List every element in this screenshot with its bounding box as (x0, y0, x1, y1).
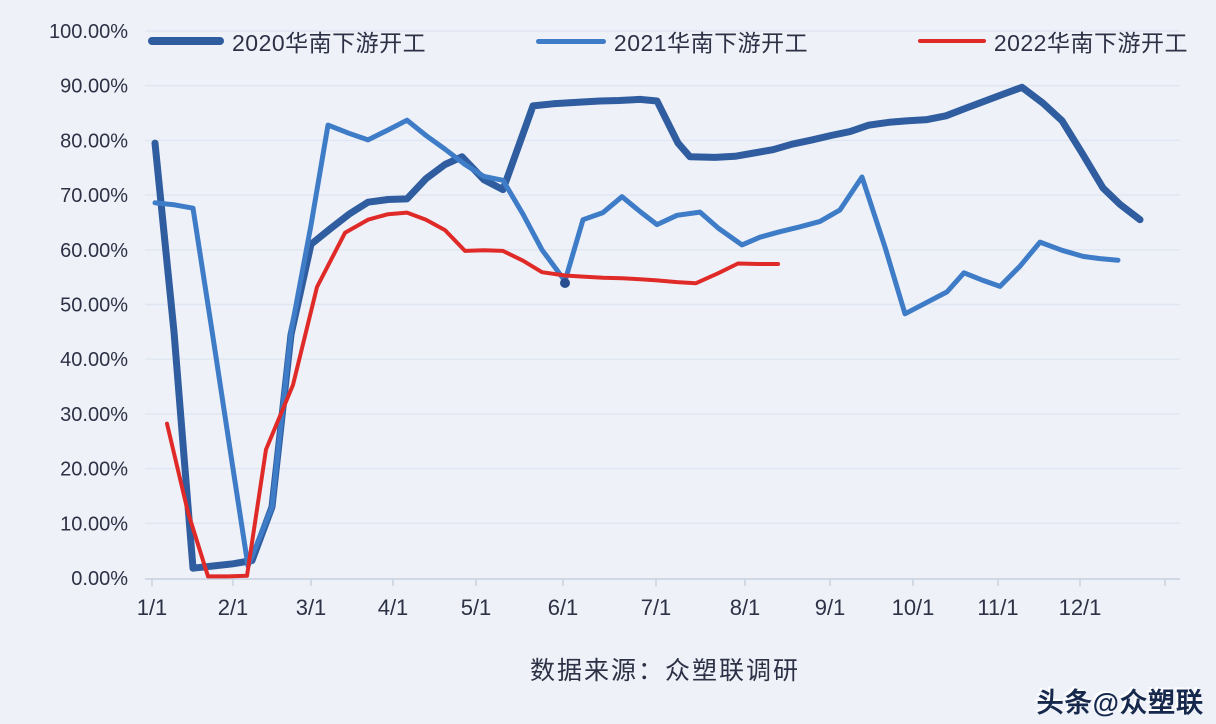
legend-item-2020: 2020华南下游开工 (148, 24, 426, 58)
x-tick-label: 12/1 (1059, 595, 1102, 620)
y-tick-label: 60.00% (60, 240, 128, 262)
y-tick-label: 70.00% (60, 185, 128, 207)
legend-swatch-2020-icon (148, 37, 224, 45)
y-tick-label: 100.00% (49, 21, 128, 43)
legend-item-2022: 2022华南下游开工 (917, 24, 1188, 58)
x-tick-label: 2/1 (218, 595, 249, 620)
y-tick-label: 10.00% (60, 513, 128, 535)
y-tick-label: 0.00% (71, 568, 128, 590)
y-tick-label: 40.00% (60, 349, 128, 371)
x-tick-label: 4/1 (378, 595, 409, 620)
series-line-2021 (152, 117, 1121, 569)
legend-label-2020: 2020华南下游开工 (232, 30, 427, 56)
x-tick-label: 1/1 (137, 595, 168, 620)
series-line-2020 (151, 83, 1144, 572)
watermark-text: 头条@众塑联 (1036, 688, 1204, 718)
y-tick-label: 30.00% (60, 404, 128, 426)
x-tick-label: 10/1 (892, 595, 935, 620)
legend-label-2021: 2021华南下游开工 (613, 30, 809, 56)
y-tick-label: 90.00% (60, 76, 128, 98)
chart-legend: 2020华南下游开工 2021华南下游开工 2022华南下游开工 (148, 24, 1188, 58)
legend-swatch-2021-icon (535, 38, 606, 44)
y-tick-label: 50.00% (60, 295, 128, 317)
x-tick-label: 6/1 (548, 595, 579, 620)
data-source-caption: 数据来源：众塑联调研 (529, 657, 800, 685)
y-tick-label: 80.00% (60, 130, 128, 152)
x-tick-label: 11/1 (977, 595, 1018, 620)
x-tick-label: 3/1 (296, 595, 327, 620)
dip-marker-dot (560, 277, 570, 288)
y-tick-label: 20.00% (60, 459, 128, 481)
legend-item-2021: 2021华南下游开工 (535, 24, 809, 58)
series-line-2022 (165, 210, 780, 579)
x-tick-label: 5/1 (461, 595, 492, 620)
x-tick-label: 8/1 (730, 595, 761, 620)
legend-swatch-2022-icon (917, 39, 986, 43)
legend-label-2022: 2022华南下游开工 (993, 30, 1188, 56)
x-tick-label: 9/1 (815, 595, 846, 620)
x-tick-label: 7/1 (641, 595, 672, 620)
